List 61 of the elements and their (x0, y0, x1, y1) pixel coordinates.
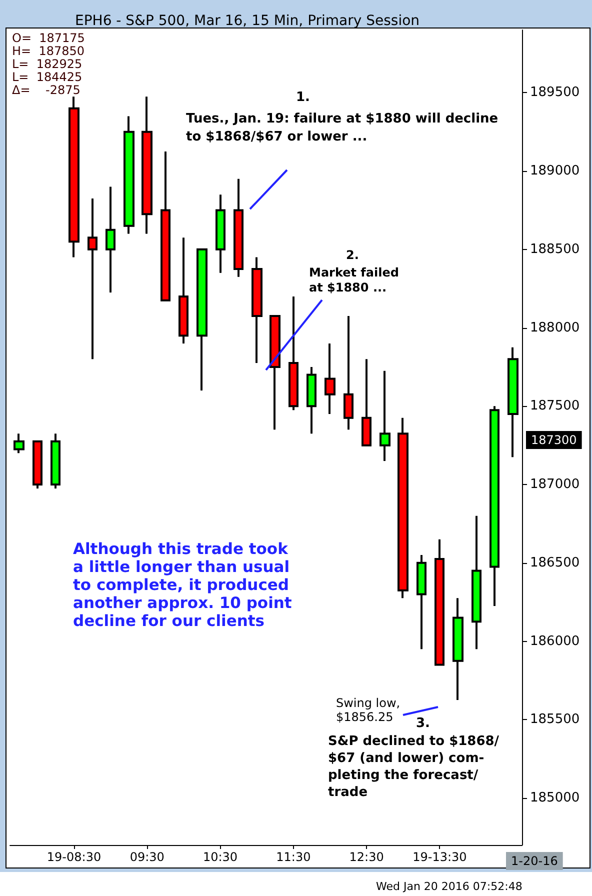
candlestick (106, 186, 116, 294)
candlestick (380, 370, 390, 462)
candlestick (344, 315, 354, 431)
x-tick-label: 12:30 (349, 850, 384, 864)
candlestick (306, 366, 316, 435)
y-tick-label: 189000 (530, 164, 580, 179)
annotation: O= 187175 (12, 31, 85, 45)
annotation: Δ= -2875 (12, 83, 80, 97)
candlestick (490, 405, 500, 607)
annotation: L= 184425 (12, 70, 82, 84)
candlestick (88, 197, 98, 360)
candlestick (252, 256, 262, 364)
x-tick-label: 10:30 (202, 850, 238, 864)
candlestick (32, 440, 42, 490)
candlestick (288, 295, 298, 412)
annotation: L= 182925 (12, 57, 82, 71)
candlestick (270, 315, 280, 431)
annotation: S&P declined to $1868/ $67 (and lower) com- pleting the forecast/ trade (328, 734, 500, 800)
annotation: 2. (346, 248, 359, 262)
candlestick (178, 236, 188, 344)
x-tick-label: 09:30 (130, 850, 164, 864)
text: 1-20-16 (511, 854, 558, 868)
y-tick-label: 186500 (530, 555, 580, 570)
y-tick-label: 189500 (530, 85, 580, 100)
candlestick (362, 358, 372, 446)
annotation: H= 187850 (12, 44, 85, 58)
text: Wed Jan 20 2016 07:52:48 (376, 880, 522, 893)
text: 187300 (531, 433, 577, 447)
annotation: Although this trade took a little longer than usual to complete, it produced another approx. 10 point decline for our clients (73, 540, 292, 630)
x-tick-label: 19-08:30 (46, 850, 102, 864)
candlestick (324, 342, 336, 415)
y-tick-label: 185000 (530, 790, 580, 806)
candlestick (452, 597, 464, 702)
candlestick (508, 346, 518, 458)
candlestick (142, 96, 152, 235)
annotation: Tues., Jan. 19: failure at $1880 will decline to $1868/$67 or lower ... (186, 112, 498, 144)
candlestick (68, 96, 80, 258)
annotation: 1. (296, 90, 310, 105)
x-tick-label: 19-13:30 (412, 850, 467, 864)
y-tick-label: 185500 (530, 712, 580, 728)
candlestick (434, 538, 444, 666)
x-tick-label: 11:30 (276, 850, 311, 864)
y-tick-label: 187500 (530, 398, 580, 414)
annotation: Swing low, $1856.25 (336, 696, 400, 724)
candlestick (50, 432, 60, 490)
y-tick-label: 186000 (530, 634, 580, 649)
candlestick (216, 194, 226, 274)
y-tick-label: 188000 (530, 320, 580, 336)
chart-title: EPH6 - S&P 500, Mar 16, 15 Min, Primary Session (75, 13, 420, 29)
candlestick (472, 514, 482, 650)
candlestick (124, 115, 134, 235)
candlestick (234, 178, 244, 278)
candlestick (14, 432, 24, 454)
annotation: Market failed at $1880 ... (309, 266, 399, 294)
candlestick (398, 416, 408, 600)
candlestick (196, 248, 208, 392)
annotation: 3. (416, 716, 430, 731)
candlestick (160, 150, 170, 302)
y-tick-label: 188500 (530, 242, 580, 257)
y-tick-label: 187000 (530, 477, 580, 492)
candlestick (416, 554, 426, 650)
